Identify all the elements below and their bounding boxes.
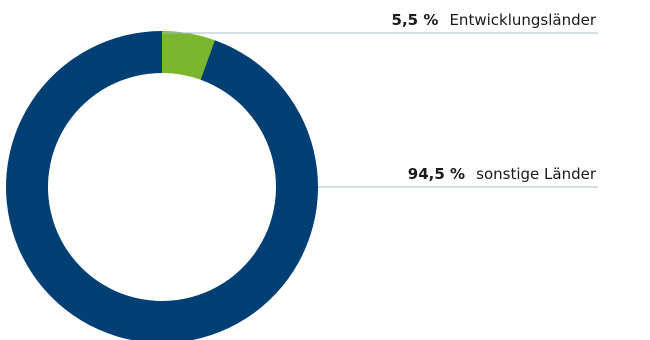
slice-value-entwicklungslaender: 5,5 % <box>392 11 439 29</box>
donut-slice-0 <box>162 31 215 80</box>
slice-label-sonstige-laender: 94,5 % sonstige Länder <box>408 164 597 183</box>
donut-slices <box>6 31 318 340</box>
slice-name-sonstige-laender: sonstige Länder <box>476 165 597 183</box>
donut-slice-1 <box>6 31 318 340</box>
slice-value-sonstige-laender: 94,5 % <box>408 165 465 183</box>
slice-label-entwicklungslaender: 5,5 % Entwicklungsländer <box>392 10 597 29</box>
slice-name-entwicklungslaender: Entwicklungsländer <box>449 11 596 29</box>
